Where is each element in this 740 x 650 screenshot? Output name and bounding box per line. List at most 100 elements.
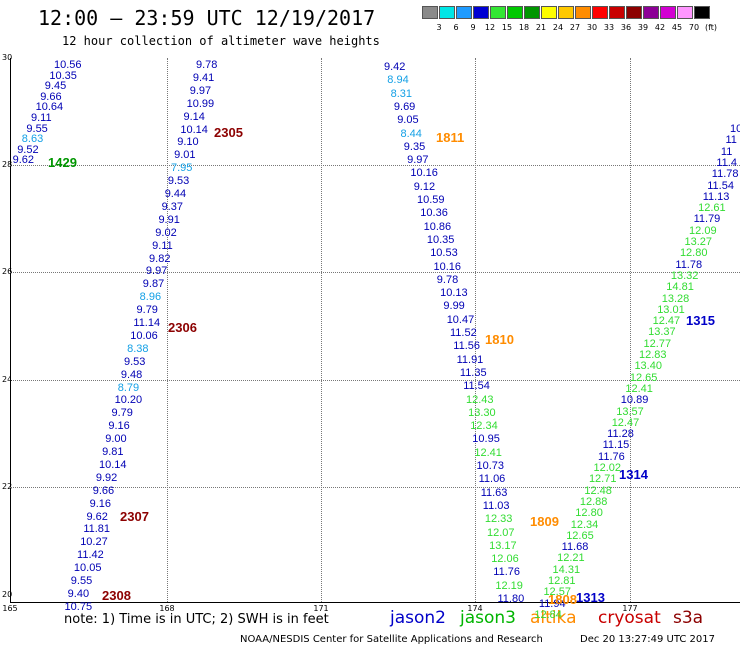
swh-value: 11	[725, 134, 737, 147]
legend-swatch	[473, 6, 489, 19]
swh-value: 11.4	[716, 156, 737, 169]
legend-swatch	[677, 6, 693, 19]
swh-value: 9.55	[70, 575, 93, 587]
pass-id-label: 1315	[686, 313, 715, 328]
swh-value: 10.86	[423, 220, 452, 233]
swh-value: 12.43	[466, 393, 494, 406]
swh-value: 12.57	[543, 586, 571, 599]
swh-value: 12.06	[491, 553, 519, 566]
swh-value: 13.57	[616, 405, 644, 418]
swh-value: 9.12	[413, 180, 436, 193]
swh-value: 12.47	[611, 416, 640, 429]
swh-value: 9.55	[26, 122, 48, 135]
swh-value: 11.35	[459, 366, 487, 379]
lat-label: 22	[2, 482, 13, 491]
legend-swatch-label: 33	[603, 23, 615, 32]
pass-id-label: 1811	[436, 130, 465, 145]
swh-value: 9.44	[164, 188, 187, 200]
swh-value: 10.59	[417, 194, 445, 206]
swh-value: 9.48	[120, 368, 143, 381]
swh-value: 12.83	[639, 349, 667, 361]
swh-value: 12.34	[470, 420, 498, 433]
pass-id-label: 2306	[168, 320, 197, 335]
swh-value: 11.03	[482, 499, 510, 512]
pass-id-label: 1314	[619, 467, 648, 482]
swh-value: 9.14	[183, 110, 205, 123]
swh-value: 12.33	[484, 513, 513, 526]
swh-value: 9.79	[136, 304, 158, 317]
legend-swatch-label: 6	[453, 23, 459, 32]
pass-id-label: 1808	[548, 592, 577, 607]
swh-value: 14.81	[666, 281, 694, 294]
legend-swatch	[422, 6, 438, 19]
swh-value: 13.37	[648, 326, 676, 339]
swh-value: 10	[730, 123, 740, 135]
swh-value: 11.14	[133, 317, 161, 329]
swh-value: 12.21	[557, 552, 585, 565]
legend-swatch-label: 39	[637, 23, 649, 32]
swh-value: 9.00	[105, 433, 127, 446]
swh-value: 10.99	[186, 97, 215, 110]
swh-value: 11	[720, 145, 733, 158]
swh-value: 9.62	[12, 154, 35, 167]
swh-value: 13.01	[657, 303, 685, 316]
swh-value: 9.05	[397, 114, 419, 127]
swh-value: 10.16	[433, 260, 462, 273]
credit-line: NOAA/NESDIS Center for Satellite Applica…	[240, 634, 543, 645]
lat-gridline	[10, 380, 740, 381]
swh-value: 9.35	[403, 140, 426, 153]
swh-value: 10.53	[430, 247, 458, 260]
swh-value: 10.35	[426, 233, 455, 246]
lat-label: 20	[2, 590, 13, 599]
swh-value: 12.47	[652, 315, 681, 328]
swh-value: 11.76	[493, 566, 521, 579]
swh-value: 11.76	[598, 450, 625, 463]
swh-value: 11.13	[702, 190, 730, 203]
lon-gridline	[475, 58, 476, 602]
swh-value: 11.78	[711, 168, 739, 181]
swh-value: 9.11	[31, 112, 52, 124]
swh-value: 12.81	[548, 575, 576, 587]
swh-value: 9.78	[436, 273, 459, 286]
swh-value: 9.02	[155, 226, 177, 239]
map-subtitle: 12 hour collection of altimeter wave hei…	[62, 34, 380, 48]
swh-value: 9.62	[86, 510, 108, 523]
swh-value: 12.65	[566, 529, 594, 542]
swh-value: 11.54	[463, 380, 490, 393]
footer-note: note: 1) Time is in UTC; 2) SWH is in fe…	[64, 612, 329, 627]
map-plot-area	[10, 58, 740, 603]
swh-value: 10.14	[180, 123, 208, 136]
swh-value: 10.35	[49, 69, 77, 82]
legend-swatch	[456, 6, 472, 19]
lon-label: 174	[467, 604, 483, 613]
legend-swatch-label: 27	[569, 23, 581, 32]
legend-swatch	[541, 6, 557, 19]
swh-value: 10.20	[114, 394, 143, 407]
lon-gridline	[630, 58, 631, 602]
swh-value: 11.28	[607, 428, 634, 441]
legend-swatch	[558, 6, 574, 19]
swh-value: 9.52	[17, 143, 39, 156]
swh-value: 9.79	[111, 407, 133, 420]
swh-value: 12.77	[643, 337, 672, 350]
legend-swatch-label: 12	[484, 23, 496, 32]
legend-swatch-label: 42	[654, 23, 666, 32]
legend-jason3: jason3	[460, 608, 516, 628]
swh-value: 14.31	[552, 563, 581, 576]
swh-value: 11.56	[453, 340, 481, 353]
legend-unit: (ft)	[704, 23, 718, 32]
lat-label: 28	[2, 160, 13, 169]
swh-value: 11.15	[602, 439, 630, 452]
lat-gridline	[10, 487, 740, 488]
swh-value: 13.30	[468, 406, 496, 419]
swh-value: 9.66	[92, 484, 115, 497]
swh-value: 10.06	[130, 329, 158, 342]
swh-value: 9.40	[67, 587, 90, 600]
swh-value: 12.84	[534, 608, 562, 621]
swh-value: 12.61	[698, 202, 726, 215]
legend-swatch-label: 30	[586, 23, 598, 32]
swh-value: 8.44	[400, 127, 422, 140]
swh-value: 8.96	[139, 291, 162, 304]
legend-swatch-label: 70	[688, 23, 700, 32]
swh-value: 11.80	[497, 593, 525, 605]
